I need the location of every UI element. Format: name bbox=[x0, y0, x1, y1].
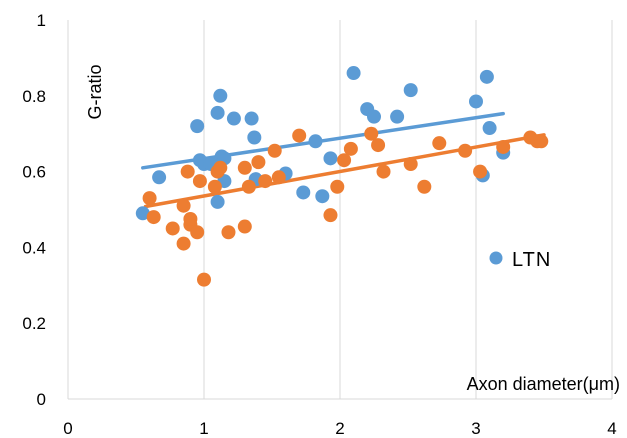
data-point-series-0 bbox=[210, 105, 225, 120]
data-point-series-1 bbox=[183, 211, 198, 226]
data-point-series-1 bbox=[241, 179, 256, 194]
data-point-series-1 bbox=[146, 210, 161, 225]
data-point-series-0 bbox=[346, 66, 361, 81]
data-point-series-0 bbox=[210, 194, 225, 209]
data-point-series-1 bbox=[458, 143, 473, 158]
data-point-series-1 bbox=[271, 170, 286, 185]
data-point-series-1 bbox=[221, 225, 236, 240]
x-axis-title: Axon diameter(μm) bbox=[467, 374, 620, 394]
data-point-series-0 bbox=[244, 111, 259, 126]
y-tick-label: 0 bbox=[37, 390, 46, 409]
data-point-series-1 bbox=[267, 143, 282, 158]
data-point-series-1 bbox=[258, 174, 273, 189]
data-points bbox=[135, 66, 549, 287]
data-point-series-1 bbox=[496, 139, 511, 154]
data-point-series-0 bbox=[296, 185, 311, 200]
y-tick-label: 0.6 bbox=[22, 163, 46, 182]
data-point-series-1 bbox=[190, 225, 205, 240]
data-point-series-1 bbox=[180, 164, 195, 179]
data-point-series-1 bbox=[192, 174, 207, 189]
legend-label-ltn: LTN bbox=[512, 249, 551, 271]
data-point-series-0 bbox=[479, 69, 494, 84]
trendline-series-1 bbox=[143, 133, 546, 209]
data-point-series-1 bbox=[376, 164, 391, 179]
data-point-series-0 bbox=[190, 119, 205, 134]
data-point-series-0 bbox=[390, 109, 405, 124]
x-tick-labels: 0 1 2 3 4 bbox=[63, 419, 616, 438]
data-point-series-1 bbox=[534, 134, 549, 149]
data-point-series-1 bbox=[207, 179, 222, 194]
data-point-series-1 bbox=[371, 138, 386, 153]
data-point-series-0 bbox=[403, 83, 418, 98]
data-point-series-0 bbox=[152, 170, 167, 185]
data-point-series-1 bbox=[165, 221, 180, 236]
data-point-series-1 bbox=[197, 272, 211, 287]
data-point-series-1 bbox=[364, 126, 379, 141]
data-point-series-0 bbox=[323, 151, 338, 166]
y-tick-labels: 0 0.2 0.4 0.6 0.8 1 bbox=[22, 11, 46, 409]
x-tick-label: 1 bbox=[199, 419, 208, 438]
vertical-gridlines bbox=[67, 20, 613, 399]
data-point-series-1 bbox=[417, 179, 432, 194]
x-tick-label: 0 bbox=[63, 419, 72, 438]
y-tick-label: 0.8 bbox=[22, 87, 46, 106]
data-point-series-1 bbox=[432, 136, 447, 151]
data-point-series-0 bbox=[367, 109, 381, 124]
data-point-series-0 bbox=[226, 111, 241, 126]
data-point-series-1 bbox=[213, 160, 228, 175]
x-tick-label: 3 bbox=[471, 419, 480, 438]
x-tick-label: 4 bbox=[607, 419, 616, 438]
data-point-series-1 bbox=[292, 128, 307, 143]
data-point-series-1 bbox=[142, 191, 157, 206]
data-point-series-1 bbox=[473, 164, 488, 179]
data-point-series-1 bbox=[176, 236, 191, 251]
y-tick-label: 0.4 bbox=[22, 238, 46, 257]
y-tick-label: 0.2 bbox=[22, 314, 46, 333]
y-tick-label: 1 bbox=[37, 11, 46, 30]
data-point-series-1 bbox=[330, 179, 345, 194]
data-point-series-1 bbox=[403, 157, 418, 172]
data-point-series-1 bbox=[323, 208, 338, 223]
data-point-series-0 bbox=[315, 189, 330, 204]
data-point-series-1 bbox=[237, 160, 252, 175]
data-point-series-0 bbox=[247, 130, 262, 145]
data-point-series-1 bbox=[343, 141, 358, 156]
data-point-series-1 bbox=[251, 155, 266, 170]
data-point-series-0 bbox=[469, 94, 483, 109]
data-point-series-0 bbox=[308, 134, 323, 149]
data-point-series-0 bbox=[213, 88, 228, 103]
data-point-series-0 bbox=[135, 206, 150, 221]
legend: LTN bbox=[489, 249, 551, 271]
y-axis-title: G-ratio bbox=[85, 64, 105, 119]
x-tick-label: 2 bbox=[335, 419, 344, 438]
data-point-series-1 bbox=[337, 153, 352, 168]
data-point-series-1 bbox=[237, 219, 252, 234]
data-point-series-0 bbox=[482, 121, 497, 136]
data-point-series-1 bbox=[176, 198, 191, 213]
legend-marker-ltn bbox=[489, 251, 503, 265]
